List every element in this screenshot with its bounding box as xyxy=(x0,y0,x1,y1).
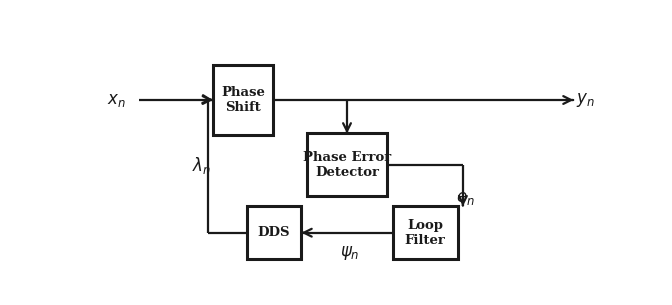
Bar xyxy=(392,206,458,259)
Text: Phase Error
Detector: Phase Error Detector xyxy=(303,151,391,179)
Text: Phase
Shift: Phase Shift xyxy=(221,86,265,114)
Text: $x_n$: $x_n$ xyxy=(108,92,126,109)
Text: $\lambda_n$: $\lambda_n$ xyxy=(192,155,211,176)
Text: $e_n$: $e_n$ xyxy=(456,190,475,207)
Text: Loop
Filter: Loop Filter xyxy=(405,219,446,247)
Bar xyxy=(213,65,273,135)
Text: DDS: DDS xyxy=(258,226,290,239)
Text: $\psi_n$: $\psi_n$ xyxy=(340,244,360,262)
Bar xyxy=(306,134,387,196)
Text: $y_n$: $y_n$ xyxy=(576,91,595,109)
Bar xyxy=(247,206,302,259)
